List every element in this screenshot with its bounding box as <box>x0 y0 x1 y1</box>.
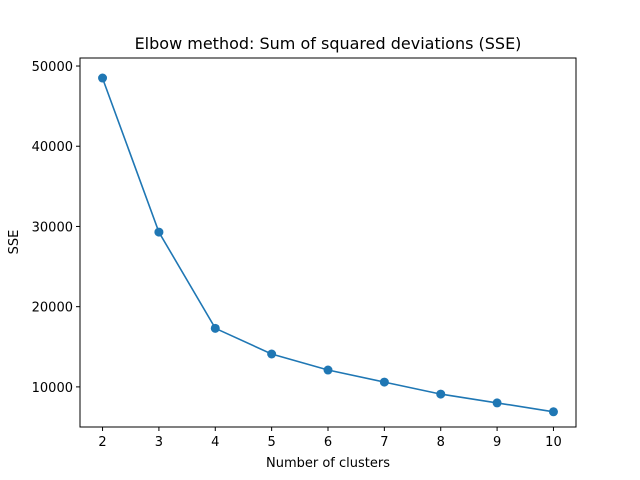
data-point <box>492 398 502 408</box>
data-point <box>379 377 389 387</box>
y-tick-label: 10000 <box>32 381 73 396</box>
x-tick-label: 7 <box>380 435 388 450</box>
data-point <box>436 389 446 399</box>
x-axis: 2 3 4 5 6 7 8 9 10 <box>98 427 562 450</box>
x-tick-label: 6 <box>324 435 332 450</box>
x-tick-label: 10 <box>545 435 562 450</box>
data-point <box>98 73 108 83</box>
x-tick-label: 2 <box>98 435 106 450</box>
data-point <box>154 227 164 237</box>
x-tick-label: 4 <box>211 435 219 450</box>
data-point <box>548 407 558 417</box>
y-axis-label: SSE <box>7 230 22 255</box>
sse-series-points <box>98 73 558 417</box>
data-point <box>267 349 277 359</box>
y-tick-label: 40000 <box>32 140 73 155</box>
y-tick-label: 50000 <box>32 60 73 75</box>
x-axis-label: Number of clusters <box>266 456 390 471</box>
x-tick-label: 3 <box>155 435 163 450</box>
y-tick-label: 20000 <box>32 301 73 316</box>
data-point <box>210 323 220 333</box>
x-tick-label: 8 <box>437 435 445 450</box>
x-tick-label: 9 <box>493 435 501 450</box>
y-tick-label: 30000 <box>32 220 73 235</box>
y-axis: 10000 20000 30000 40000 50000 <box>32 60 80 396</box>
sse-series-line <box>101 77 554 413</box>
data-point <box>323 365 333 375</box>
chart-title: Elbow method: Sum of squared deviations … <box>135 34 522 53</box>
x-tick-label: 5 <box>267 435 275 450</box>
